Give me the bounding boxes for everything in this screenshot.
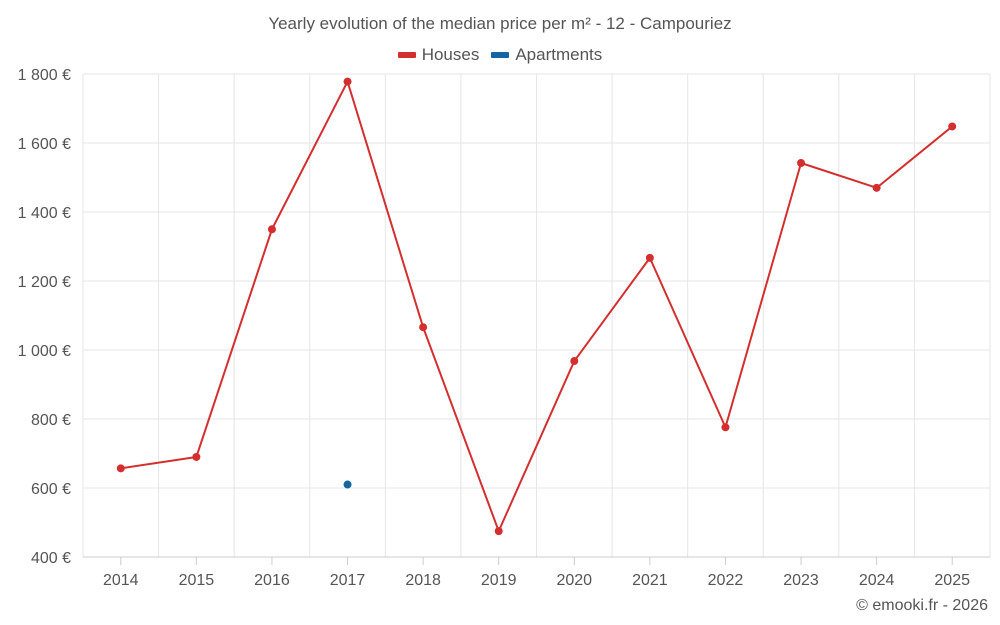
x-tick-label: 2017 (330, 572, 366, 589)
y-tick-label: 1 400 € (18, 205, 71, 222)
credit-text: © emooki.fr - 2026 (856, 597, 988, 614)
data-point-houses (419, 323, 428, 332)
data-point-houses (570, 357, 579, 366)
x-tick-label: 2023 (783, 572, 819, 589)
y-tick-label: 1 800 € (18, 67, 71, 84)
legend-swatch-apartments (491, 52, 510, 58)
y-tick-label: 400 € (31, 550, 71, 567)
x-tick-label: 2018 (405, 572, 441, 589)
legend-label-apartments: Apartments (515, 45, 603, 64)
data-point-houses (494, 527, 503, 536)
x-tick-label: 2024 (859, 572, 895, 589)
x-tick-label: 2014 (103, 572, 139, 589)
legend-item-apartments[interactable]: Apartments (491, 45, 602, 65)
data-point-houses (721, 423, 730, 432)
x-tick-label: 2022 (708, 572, 744, 589)
x-tick-label: 2015 (179, 572, 215, 589)
data-point-houses (948, 122, 957, 131)
legend-swatch-houses (397, 52, 416, 58)
x-tick-label: 2021 (632, 572, 668, 589)
x-tick-label: 2020 (556, 572, 592, 589)
data-point-houses (343, 77, 352, 86)
data-point-houses (645, 253, 654, 262)
data-point-apartments (343, 480, 352, 489)
series-line-houses (120, 80, 953, 533)
y-tick-label: 1 200 € (18, 274, 71, 291)
data-point-houses (797, 159, 806, 168)
y-tick-label: 800 € (31, 412, 71, 429)
x-tick-label: 2019 (481, 572, 517, 589)
data-point-houses (872, 183, 881, 192)
x-tick-label: 2016 (254, 572, 290, 589)
legend-label-houses: Houses (421, 45, 480, 64)
data-point-houses (192, 452, 201, 461)
y-tick-label: 1 600 € (18, 136, 71, 153)
data-point-houses (116, 464, 125, 473)
chart-title: Yearly evolution of the median price per… (268, 14, 732, 33)
x-tick-label: 2025 (934, 572, 970, 589)
chart-legend: Houses Apartments (0, 45, 1000, 65)
legend-item-houses[interactable]: Houses (397, 45, 480, 65)
y-tick-label: 1 000 € (18, 343, 71, 360)
y-tick-label: 600 € (31, 481, 71, 498)
data-point-houses (267, 225, 276, 234)
